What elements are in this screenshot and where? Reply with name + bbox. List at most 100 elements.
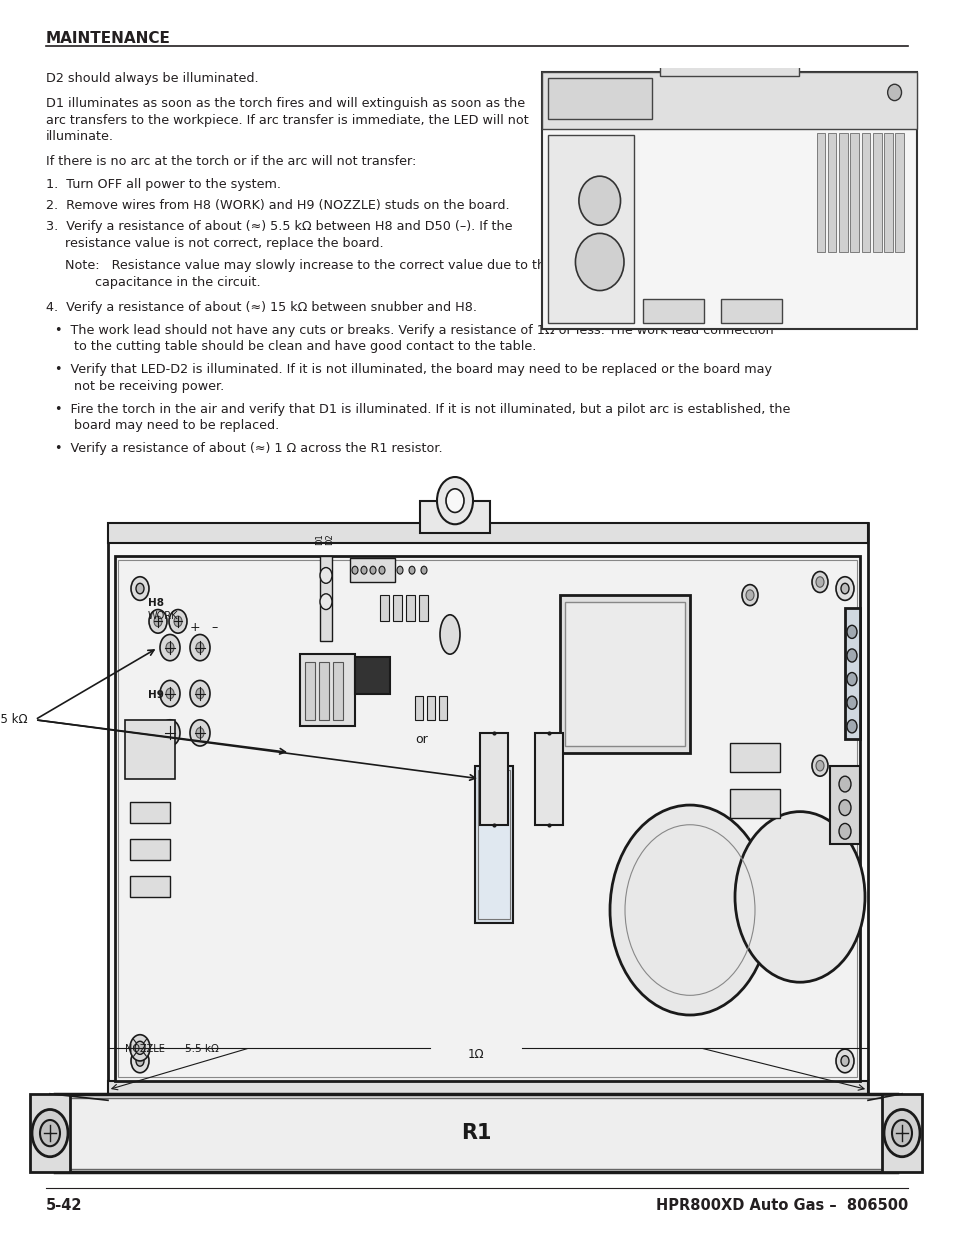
Bar [55,1094,896,1172]
Circle shape [838,824,850,840]
Bar [564,601,684,746]
Circle shape [190,720,210,746]
Text: 1.  Turn OFF all power to the system.: 1. Turn OFF all power to the system. [46,178,280,191]
Bar [827,133,836,252]
Bar [872,133,881,252]
Bar [350,558,395,582]
Bar [475,766,513,924]
Text: Note:   Resistance value may slowly increase to the correct value due to the: Note: Resistance value may slowly increa… [65,259,553,273]
Bar [333,662,343,720]
Text: H9: H9 [148,690,164,700]
Circle shape [195,727,204,739]
Circle shape [846,625,856,638]
Bar [130,803,170,824]
Circle shape [160,720,180,746]
Circle shape [160,635,180,661]
Circle shape [136,1056,144,1066]
Bar [839,133,847,252]
Bar [130,876,170,897]
Bar [882,1094,921,1172]
Text: •  Fire the torch in the air and verify that D1 is illuminated. If it is not ill: • Fire the torch in the air and verify t… [55,403,790,416]
Circle shape [846,673,856,685]
Bar [108,1081,867,1100]
Circle shape [149,610,167,634]
Text: 15 kΩ: 15 kΩ [0,714,28,726]
Circle shape [815,761,823,771]
Circle shape [815,577,823,588]
Circle shape [838,800,850,815]
Text: or: or [415,732,427,746]
Circle shape [195,688,204,699]
Circle shape [846,697,856,709]
Circle shape [190,680,210,706]
Circle shape [846,720,856,732]
Circle shape [891,1120,911,1146]
Circle shape [131,577,149,600]
Circle shape [153,616,162,626]
Circle shape [352,566,357,574]
Circle shape [841,583,848,594]
Text: +: + [190,621,200,635]
Bar [816,133,824,252]
Text: •  Verify that LED-D2 is illuminated. If it is not illuminated, the board may ne: • Verify that LED-D2 is illuminated. If … [55,363,772,377]
Bar [479,732,507,825]
Bar [30,1094,70,1172]
Circle shape [32,1109,68,1157]
Bar [108,522,867,1100]
Text: illuminate.: illuminate. [46,131,113,143]
Circle shape [745,590,753,600]
Text: 2.  Remove wires from H8 (WORK) and H9 (NOZZLE) studs on the board.: 2. Remove wires from H8 (WORK) and H9 (N… [46,199,509,212]
Circle shape [166,688,173,699]
Bar [829,766,859,845]
Bar [883,133,892,252]
Bar [729,743,780,772]
Circle shape [378,566,385,574]
Circle shape [578,177,619,225]
Circle shape [609,805,769,1015]
Text: HPR800XD Auto Gas –  806500: HPR800XD Auto Gas – 806500 [656,1198,907,1213]
Text: D1: D1 [315,532,324,545]
Text: WORK: WORK [148,611,178,621]
Circle shape [40,1120,60,1146]
Ellipse shape [439,615,459,655]
Circle shape [409,566,415,574]
Circle shape [446,489,463,513]
Bar [355,657,390,694]
Text: capacitance in the circuit.: capacitance in the circuit. [95,277,261,289]
Bar [659,59,799,77]
Bar [130,840,170,860]
Bar [379,595,389,621]
Text: 5.5 kΩ: 5.5 kΩ [185,1044,218,1053]
Text: •  Verify a resistance of about (≈) 1 Ω across the R1 resistor.: • Verify a resistance of about (≈) 1 Ω a… [55,442,442,456]
Circle shape [396,566,402,574]
Text: R1: R1 [460,1123,491,1144]
Text: resistance value is not correct, replace the board.: resistance value is not correct, replace… [65,237,383,249]
Circle shape [811,572,827,593]
Circle shape [319,594,332,610]
Circle shape [160,680,180,706]
Bar [419,500,490,534]
Text: D1 illuminates as soon as the torch fires and will extinguish as soon as the: D1 illuminates as soon as the torch fire… [46,98,524,110]
Circle shape [883,1109,919,1157]
Circle shape [131,1050,149,1073]
Bar [642,299,703,324]
Bar [125,720,174,779]
Circle shape [886,84,901,100]
Text: 1Ω: 1Ω [467,1047,484,1061]
Text: NOZZLE: NOZZLE [125,1044,165,1053]
Bar [299,655,355,726]
Circle shape [190,635,210,661]
Circle shape [195,642,204,653]
Circle shape [136,583,144,594]
Circle shape [436,477,473,524]
Text: D2 should always be illuminated.: D2 should always be illuminated. [46,72,258,85]
Circle shape [319,568,332,583]
Bar [118,559,856,1077]
Circle shape [811,755,827,777]
Bar [849,133,858,252]
Text: arc transfers to the workpiece. If arc transfer is immediate, the LED will not: arc transfers to the workpiece. If arc t… [46,114,528,127]
Bar [895,133,903,252]
Bar [318,662,329,720]
Text: •  The work lead should not have any cuts or breaks. Verify a resistance of 1Ω o: • The work lead should not have any cuts… [55,324,773,337]
Bar [108,522,867,542]
